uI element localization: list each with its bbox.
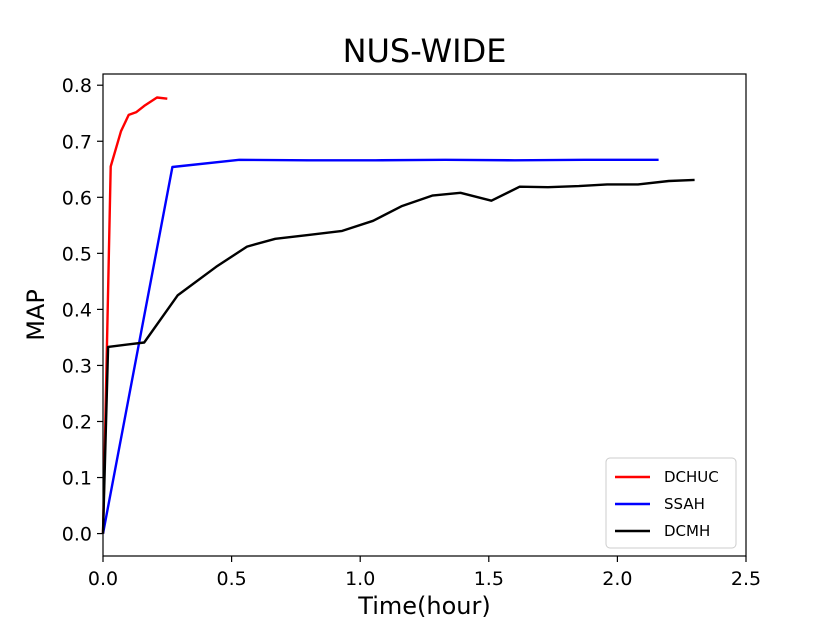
legend-label-dchuc: DCHUC [664,468,719,486]
x-tick-label: 0.0 [88,568,118,590]
x-tick-label: 2.0 [602,568,632,590]
x-tick-label: 0.5 [216,568,246,590]
y-tick-label: 0.1 [62,468,92,490]
legend: DCHUC SSAH DCMH [605,457,737,549]
x-tick-label: 1.5 [474,568,504,590]
axes-layer: 0.0 0.5 1.0 1.5 2.0 2.5 0.0 0.1 0.2 0.3 0.4 0.5 0.6 0… [62,73,761,590]
series-layer [101,96,695,534]
y-axis-title: MAP [22,289,50,341]
y-tick-label: 0.6 [62,187,92,209]
x-axis-title: Time(hour) [357,592,490,620]
x-tick-label: 1.0 [345,568,375,590]
y-tick-label: 0.5 [62,243,92,265]
series-line-ssah [101,158,659,534]
y-tick-label: 0.3 [62,355,92,377]
y-tick-label: 0.2 [62,411,92,433]
y-tick-label: 0.8 [62,75,92,97]
legend-label-ssah: SSAH [664,495,705,513]
series-line-dcmh [101,178,695,534]
y-tick-label: 0.4 [62,299,92,321]
y-tick-label: 0.0 [62,524,92,546]
chart-title: NUS-WIDE [343,32,507,70]
y-tick-label: 0.7 [62,131,92,153]
x-tick-label: 2.5 [731,568,761,590]
plot-frame [102,73,747,557]
series-line-dchuc [101,96,168,534]
legend-label-dcmh: DCMH [664,522,710,540]
legend-box [605,457,737,549]
